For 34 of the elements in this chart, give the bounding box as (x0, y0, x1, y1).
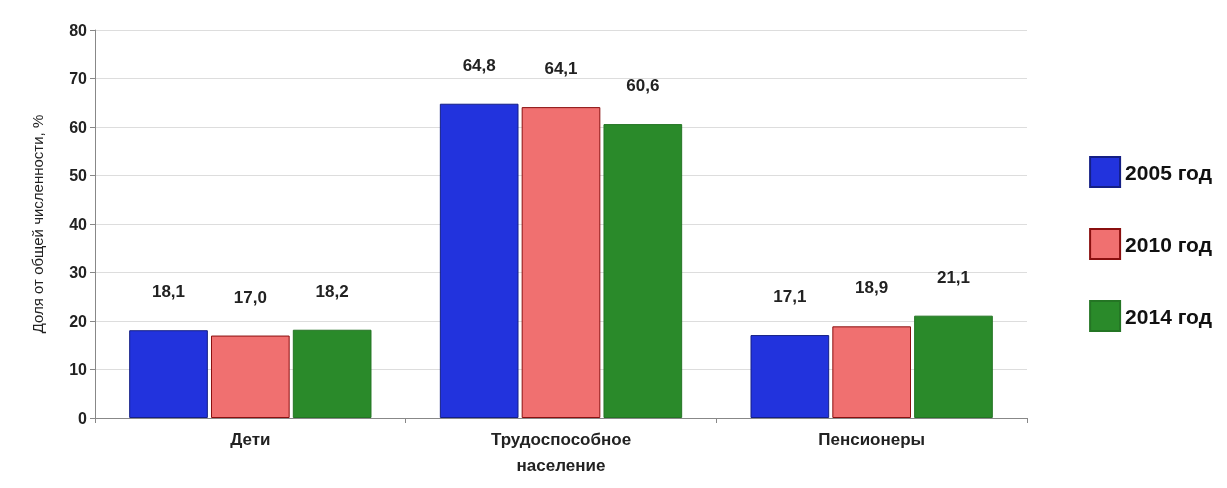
y-tick-label: 0 (78, 409, 88, 427)
data-label: 18,2 (315, 281, 349, 301)
bar (129, 330, 208, 418)
y-tick-label: 70 (69, 70, 88, 87)
data-label: 64,1 (544, 59, 578, 79)
bar (832, 326, 911, 418)
data-label: 60,6 (626, 76, 660, 96)
data-label: 18,9 (855, 278, 889, 298)
bar (750, 335, 830, 418)
bar (914, 315, 993, 418)
data-label: 18,1 (151, 282, 186, 302)
y-tick-label: 80 (69, 21, 88, 39)
x-tick-label: Пенсионеры (818, 429, 926, 449)
y-tick-label: 40 (69, 215, 88, 233)
data-label: 17,1 (773, 287, 807, 307)
bar (521, 107, 601, 418)
data-label: 17,0 (233, 287, 267, 307)
bar (603, 124, 683, 418)
data-label: 64,8 (462, 55, 496, 75)
legend-label: 2014 год (1125, 304, 1212, 328)
y-tick-label: 60 (69, 118, 88, 136)
y-tick-label: 30 (69, 264, 88, 281)
legend-label: 2010 год (1125, 232, 1212, 256)
y-axis-title: Доля от общей численности, % (29, 114, 46, 334)
bar (292, 329, 372, 418)
legend-label: 2005 год (1125, 160, 1212, 184)
bar (211, 335, 290, 418)
x-tick-label: Трудоспособное население (490, 429, 632, 475)
data-label: 21,1 (936, 267, 971, 287)
y-tick-label: 20 (69, 312, 88, 330)
x-tick-label: Дети (230, 429, 271, 449)
bar (439, 103, 519, 418)
y-tick-label: 10 (69, 361, 88, 378)
y-tick-label: 50 (69, 167, 88, 184)
